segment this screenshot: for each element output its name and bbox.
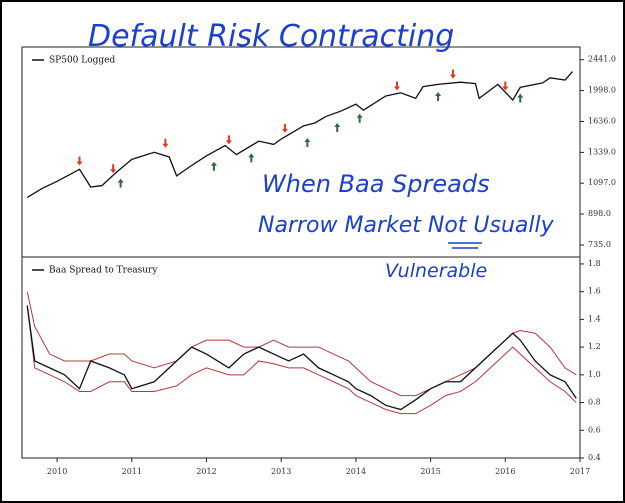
x-tick-label: 2011 <box>122 467 142 476</box>
y-tick-label: 0.8 <box>588 398 601 407</box>
legend-label: SP500 Logged <box>49 56 116 66</box>
band-line <box>26 305 577 415</box>
signal-arrow <box>435 91 442 101</box>
x-tick-label: 2012 <box>196 467 216 476</box>
handwritten-note: When Baa Spreads <box>262 170 490 198</box>
signal-arrow <box>225 135 232 145</box>
y-tick-label: 1998.0 <box>588 86 616 95</box>
y-tick-label: 1097.0 <box>588 178 616 187</box>
x-tick-label: 2013 <box>271 467 291 476</box>
signal-arrow <box>76 156 83 166</box>
x-tick-label: 2015 <box>420 467 440 476</box>
x-tick-label: 2014 <box>346 467 366 476</box>
y-tick-label: 735.0 <box>588 240 611 249</box>
signal-arrow <box>281 123 288 133</box>
legend-label: Baa Spread to Treasury <box>49 266 158 276</box>
y-tick-label: 1339.0 <box>588 147 616 156</box>
series-line <box>26 71 574 199</box>
series-line <box>26 305 577 411</box>
signal-arrow <box>304 137 311 147</box>
y-tick-label: 0.6 <box>588 425 601 434</box>
handwritten-note: Narrow Market Not Usually <box>258 213 555 238</box>
signal-arrow <box>110 164 117 174</box>
x-tick-label: 2016 <box>495 467 515 476</box>
signal-arrow <box>393 81 400 91</box>
x-tick-label: 2010 <box>47 467 67 476</box>
signal-arrow <box>502 81 509 91</box>
y-tick-label: 1.6 <box>588 287 601 296</box>
signal-arrow <box>210 161 217 171</box>
y-tick-label: 0.4 <box>588 453 601 462</box>
signal-arrow <box>450 69 457 79</box>
y-tick-label: 1.8 <box>588 259 601 268</box>
signal-arrow <box>248 153 255 163</box>
handwritten-note: Vulnerable <box>385 260 487 282</box>
y-tick-label: 1636.0 <box>588 116 616 125</box>
signal-arrow <box>117 178 124 188</box>
y-tick-label: 1.0 <box>588 370 601 379</box>
y-tick-label: 1.4 <box>588 314 601 323</box>
signal-arrow <box>162 138 169 148</box>
x-tick-label: 2017 <box>570 467 590 476</box>
y-tick-label: 898.0 <box>588 209 611 218</box>
signal-arrow <box>356 113 363 123</box>
handwritten-title: Default Risk Contracting <box>88 19 454 54</box>
signal-arrow <box>517 93 524 103</box>
y-tick-label: 1.2 <box>588 342 601 351</box>
y-tick-label: 2441.0 <box>588 55 616 64</box>
plot-frame <box>21 256 581 459</box>
signal-arrow <box>334 122 341 132</box>
